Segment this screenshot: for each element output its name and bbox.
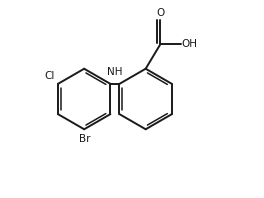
- Text: O: O: [156, 8, 164, 18]
- Text: Br: Br: [79, 134, 91, 144]
- Text: Cl: Cl: [45, 71, 55, 81]
- Text: OH: OH: [182, 39, 198, 49]
- Text: NH: NH: [107, 67, 123, 77]
